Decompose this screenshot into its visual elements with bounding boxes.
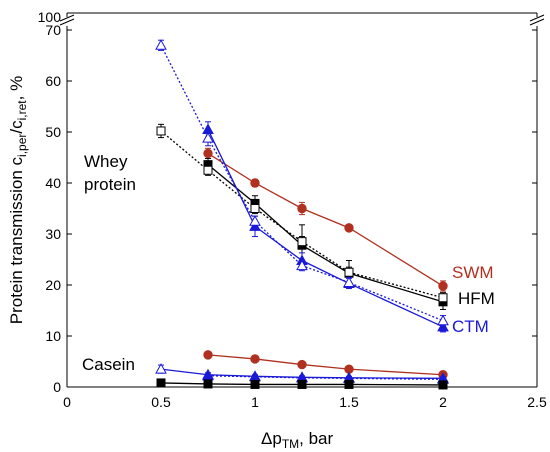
data-point — [155, 363, 167, 374]
data-point — [202, 132, 214, 143]
data-point — [297, 203, 307, 214]
series-casein-hfm-square-filled — [156, 378, 448, 390]
x-tick-label: 0 — [63, 394, 71, 410]
x-tick-label: 2 — [439, 394, 447, 410]
x-tick-label: 1.5 — [339, 394, 359, 410]
data-point — [343, 276, 355, 287]
data-point — [250, 354, 260, 364]
y-axis-title: Protein transmission ci,per/ci,ret, % — [7, 76, 29, 324]
data-point — [250, 379, 260, 389]
x-axis-title-sub: TM — [282, 437, 299, 451]
series-whey-ctm-triangle-open — [155, 39, 449, 327]
series-line — [207, 152, 444, 287]
x-tick-label: 0.5 — [151, 394, 171, 410]
series-layer — [155, 39, 449, 390]
x-axis-title: ΔpTM, bar — [261, 429, 333, 451]
annotation-hfm: HFM — [458, 289, 495, 308]
data-point — [437, 320, 449, 332]
y-axis-title-a: Protein transmission c — [7, 156, 26, 324]
data-point — [296, 259, 308, 271]
y-axis-title-e: , % — [7, 76, 26, 101]
series-whey-hfm-square-open — [156, 123, 448, 304]
x-tick-label: 2.5 — [527, 394, 547, 410]
data-point — [438, 281, 448, 291]
data-point — [438, 293, 448, 303]
data-point — [438, 380, 448, 390]
series-line — [160, 45, 444, 322]
data-point — [250, 204, 260, 213]
data-point — [156, 378, 166, 388]
series-line — [207, 164, 444, 303]
annotation-swm: SWM — [452, 263, 494, 282]
y-tick-label: 10 — [45, 328, 61, 344]
y-axis-title-c: /c — [7, 120, 26, 134]
x-tick-label: 1 — [251, 394, 259, 410]
y-axis-title-b: i,per — [15, 134, 29, 157]
data-point — [203, 165, 213, 175]
x-axis-title-main: Δp — [261, 429, 282, 448]
y-tick-label: 60 — [45, 73, 61, 89]
x-axis-title-tail: , bar — [299, 429, 333, 448]
y-tick-label: 70 — [45, 22, 61, 38]
series-whey-swm-circle-filled — [203, 147, 448, 292]
y-tick-label: 20 — [45, 277, 61, 293]
series-line — [207, 354, 444, 376]
data-point — [297, 359, 307, 370]
labels: Whey protein Casein SWM HFM CTM ΔpTM, ba… — [7, 76, 495, 451]
annotation-casein: Casein — [82, 355, 135, 374]
data-point — [203, 350, 213, 360]
data-point — [155, 39, 167, 50]
data-point — [344, 379, 354, 389]
data-point — [297, 379, 307, 389]
series-line — [207, 129, 444, 328]
data-point — [203, 148, 213, 159]
y-tick-label: 40 — [45, 175, 61, 191]
annotation-ctm: CTM — [452, 317, 489, 336]
data-point — [437, 314, 449, 326]
series-casein-swm-circle-filled — [203, 350, 448, 380]
series-whey-hfm-square-filled — [203, 158, 448, 310]
series-line — [207, 375, 444, 380]
data-point — [297, 237, 307, 247]
y-tick-label: 0 — [53, 379, 61, 395]
data-point — [250, 178, 260, 188]
data-point — [344, 267, 354, 277]
series-whey-ctm-triangle-filled — [202, 121, 449, 333]
annotation-whey-line1: Whey — [84, 152, 128, 171]
break-mark-right — [529, 14, 545, 26]
y-tick-label: 30 — [45, 226, 61, 242]
break-mark-left — [59, 14, 75, 26]
data-point — [344, 223, 354, 233]
data-point — [249, 215, 261, 226]
annotation-whey-line2: protein — [84, 175, 136, 194]
data-point — [156, 126, 166, 136]
y-tick-label: 50 — [45, 124, 61, 140]
data-point — [203, 379, 213, 389]
axes: 100 0 10 20 30 40 50 60 70 0 0.5 1 1.5 2 2.5 — [38, 9, 547, 410]
series-line — [160, 382, 444, 386]
y-tick-label-break-top: 100 — [38, 9, 62, 25]
y-axis-title-d: i,ret — [15, 100, 29, 121]
